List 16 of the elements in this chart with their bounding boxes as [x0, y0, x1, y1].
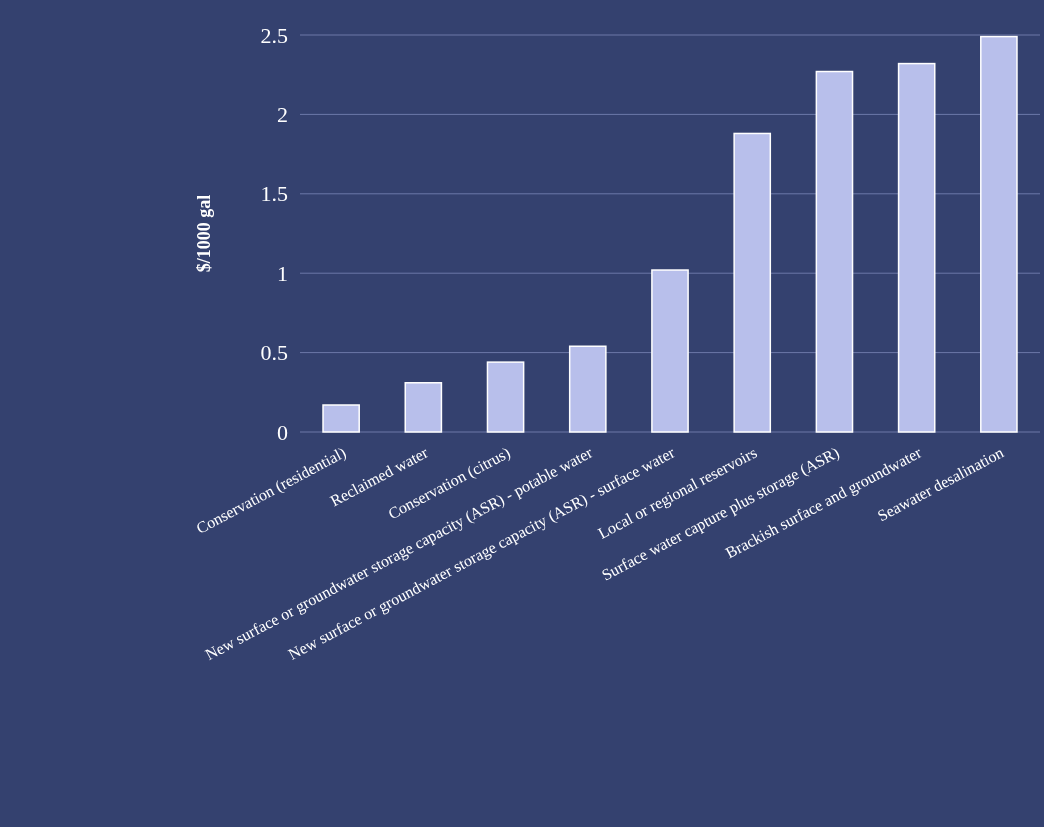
y-tick-label: 0 [277, 419, 288, 445]
bar [568, 345, 607, 433]
bar [651, 269, 689, 433]
bar [980, 35, 1018, 433]
y-axis-title: $/1000 gal [194, 194, 214, 273]
y-tick-label: 2.5 [260, 22, 288, 48]
bar [322, 404, 360, 433]
y-tick-label: 2 [277, 101, 288, 127]
y-tick-label: 0.5 [260, 340, 288, 366]
bar [404, 382, 443, 433]
y-tick-label: 1 [277, 260, 288, 286]
bar [897, 62, 936, 433]
bar [733, 132, 772, 433]
bar [815, 70, 854, 433]
y-tick-label: 1.5 [260, 181, 288, 207]
bar [486, 361, 525, 433]
